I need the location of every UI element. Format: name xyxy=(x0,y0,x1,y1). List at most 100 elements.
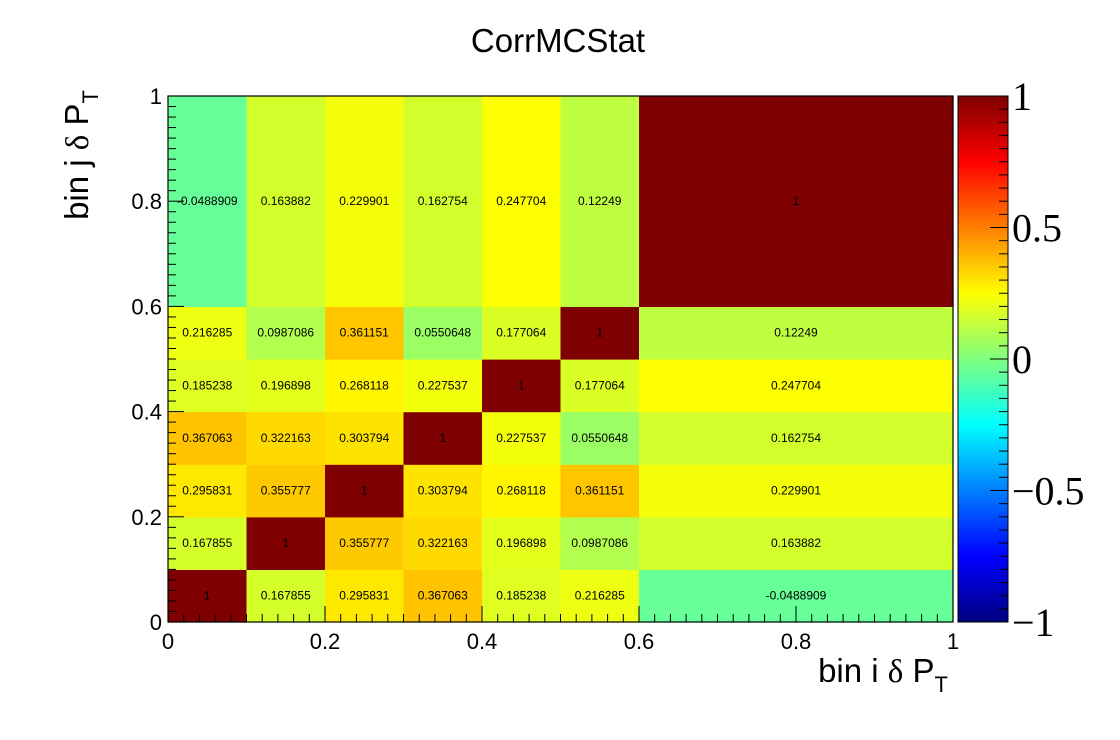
cell-value-label: -0.0488909 xyxy=(766,589,827,603)
y-axis-label-text: bin j xyxy=(58,150,95,220)
heatmap-cell-1-0 xyxy=(246,569,326,623)
x-tick-label: 0 xyxy=(162,629,174,654)
heatmap-cell-6-6 xyxy=(639,96,954,307)
heatmap-cell-5-3 xyxy=(560,411,640,465)
heatmap-cell-6-2 xyxy=(639,464,954,518)
x-axis-label: bin i δ PT xyxy=(818,652,948,697)
cell-value-label: 0.216285 xyxy=(182,326,232,340)
heatmap-cell-4-3 xyxy=(482,411,562,465)
cell-value-label: 0.355777 xyxy=(261,484,311,498)
x-tick-label: 0.6 xyxy=(624,629,655,654)
y-tick-label: 1 xyxy=(150,84,162,109)
cell-value-label: 0.0987086 xyxy=(571,536,628,550)
cell-value-label: 0.177064 xyxy=(496,326,546,340)
cell-value-label: 1 xyxy=(439,431,446,445)
colorbar-tick-label: 0 xyxy=(1012,337,1032,382)
y-tick-label: 0 xyxy=(150,610,162,635)
colorbar-tick-label: −1 xyxy=(1012,600,1055,645)
x-tick-label: 1 xyxy=(947,629,959,654)
heatmap-cell-3-3 xyxy=(403,411,483,465)
y-axis-label-gap xyxy=(58,125,95,134)
heatmap-cell-2-1 xyxy=(325,516,405,570)
y-axis-label-delta: δ xyxy=(60,135,96,151)
heatmap-cell-4-1 xyxy=(482,516,562,570)
heatmap-cell-4-0 xyxy=(482,569,562,623)
x-axis-label-subscript: T xyxy=(935,672,948,697)
heatmap-cell-3-2 xyxy=(403,464,483,518)
y-tick-label: 0.8 xyxy=(131,189,162,214)
heatmap-cell-0-0 xyxy=(168,569,248,623)
heatmap-cell-2-4 xyxy=(325,359,405,413)
x-tick-label: 0.8 xyxy=(781,629,812,654)
cell-value-label: 0.303794 xyxy=(339,431,389,445)
cell-value-label: 0.247704 xyxy=(771,378,821,392)
cell-value-label: 1 xyxy=(361,484,368,498)
cell-value-label: 0.247704 xyxy=(496,194,546,208)
y-tick-label: 0.4 xyxy=(131,400,162,425)
heatmap-cell-5-2 xyxy=(560,464,640,518)
cell-value-label: 0.295831 xyxy=(182,484,232,498)
colorbar-tick-label: −0.5 xyxy=(1012,469,1085,514)
x-axis-label-text: bin i xyxy=(818,652,888,689)
heatmap-cell-6-3 xyxy=(639,411,954,465)
cell-value-label: 0.162754 xyxy=(418,194,468,208)
heatmap-cell-1-3 xyxy=(246,411,326,465)
cell-value-label: 0.216285 xyxy=(575,589,625,603)
cell-value-label: 0.163882 xyxy=(771,536,821,550)
axis-tick-labels: 0 0.2 0.4 0.6 0.8 1 0 0.2 0.4 0.6 0.8 1 xyxy=(131,84,959,654)
cell-value-label: 0.12249 xyxy=(578,194,622,208)
heatmap-cell-2-0 xyxy=(325,569,405,623)
heatmap-cell-6-4 xyxy=(639,359,954,413)
heatmap-cell-2-6 xyxy=(325,96,405,307)
cell-value-label: 1 xyxy=(204,589,211,603)
cell-value-label: 0.229901 xyxy=(771,484,821,498)
y-axis-label-p: P xyxy=(58,103,95,125)
cell-value-label: 0.355777 xyxy=(339,536,389,550)
y-axis-label-subscript: T xyxy=(78,90,103,103)
chart-title: CorrMCStat xyxy=(471,22,645,59)
x-tick-label: 0.4 xyxy=(467,629,498,654)
heatmap-cell-1-1 xyxy=(246,516,326,570)
cell-value-label: 0.367063 xyxy=(182,431,232,445)
heatmap-cell-labels: 1 0.167855 0.295831 0.367063 0.185238 0.21628… xyxy=(177,194,827,603)
cell-value-label: 0.0550648 xyxy=(414,326,471,340)
heatmap-cell-4-2 xyxy=(482,464,562,518)
cell-value-label: 0.163882 xyxy=(261,194,311,208)
cell-value-label: 0.367063 xyxy=(418,589,468,603)
cell-value-label: 0.185238 xyxy=(496,589,546,603)
cell-value-label: 0.268118 xyxy=(497,484,546,498)
heatmap-cell-3-4 xyxy=(403,359,483,413)
heatmap-cell-3-5 xyxy=(403,306,483,360)
cell-value-label: 0.361151 xyxy=(340,326,389,340)
heatmap-cell-4-4 xyxy=(482,359,562,413)
heatmap-cell-4-6 xyxy=(482,96,562,307)
heatmap-cell-5-6 xyxy=(560,96,640,307)
cell-value-label: 0.167855 xyxy=(182,536,232,550)
heatmap-cell-2-3 xyxy=(325,411,405,465)
heatmap-cell-6-1 xyxy=(639,516,954,570)
colorbar-tick-label: 0.5 xyxy=(1012,206,1062,251)
cell-value-label: 0.227537 xyxy=(418,378,468,392)
heatmap-cell-1-6 xyxy=(246,96,326,307)
heatmap-cell-0-3 xyxy=(168,411,248,465)
cell-value-label: 0.177064 xyxy=(575,378,625,392)
heatmap-cell-1-5 xyxy=(246,306,326,360)
cell-value-label: 0.322163 xyxy=(418,536,468,550)
cell-value-label: 1 xyxy=(518,378,525,392)
heatmap-cell-1-2 xyxy=(246,464,326,518)
cell-value-label: 0.196898 xyxy=(261,378,311,392)
cell-value-label: 0.185238 xyxy=(182,378,232,392)
cell-value-label: 0.295831 xyxy=(339,589,389,603)
heatmap-cell-0-2 xyxy=(168,464,248,518)
heatmap-cell-3-6 xyxy=(403,96,483,307)
cell-value-label: 0.227537 xyxy=(496,431,546,445)
heatmap-cell-4-5 xyxy=(482,306,562,360)
cell-value-label: 0.0550648 xyxy=(571,431,628,445)
heatmap-cell-0-1 xyxy=(168,516,248,570)
heatmap-cell-6-5 xyxy=(639,306,954,360)
cell-value-label: 0.12249 xyxy=(774,326,818,340)
cell-value-label: 0.361151 xyxy=(575,484,624,498)
x-axis-label-delta: δ xyxy=(888,654,904,690)
heatmap-cell-1-4 xyxy=(246,359,326,413)
